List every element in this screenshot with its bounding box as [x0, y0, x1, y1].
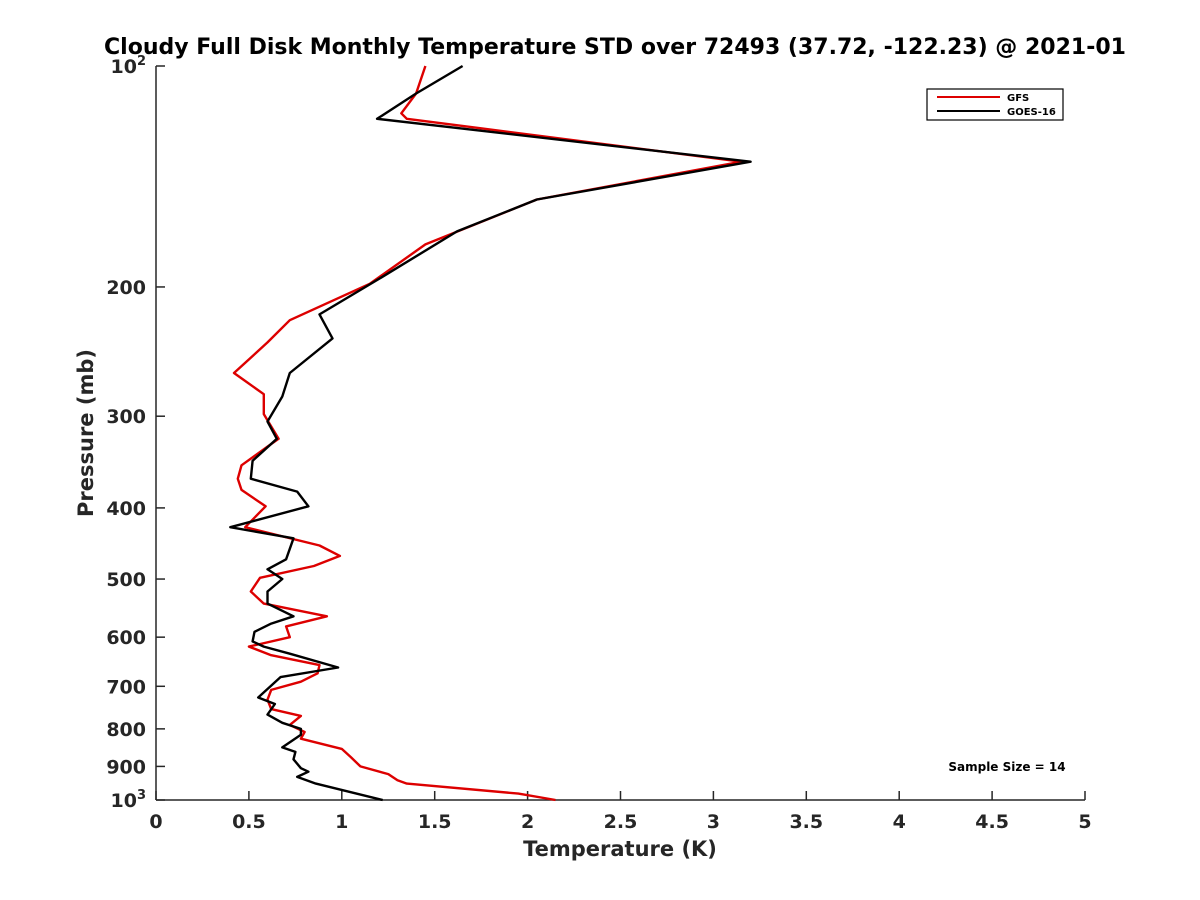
y-tick-label: 600 — [106, 627, 146, 649]
series-line-gfs — [232, 65, 743, 802]
x-tick-label: 5 — [1078, 811, 1091, 833]
x-tick-label: 3 — [707, 811, 720, 833]
legend-label-goes16: GOES-16 — [1007, 107, 1056, 118]
y-tick-label: 700 — [106, 676, 146, 698]
x-tick-label: 2 — [521, 811, 534, 833]
series-layer — [229, 64, 752, 802]
x-tick-label: 0 — [149, 811, 162, 833]
y-tick-label: 500 — [106, 569, 146, 591]
x-tick-label: 1 — [335, 811, 348, 833]
chart-title: Cloudy Full Disk Monthly Temperature STD… — [104, 35, 1126, 60]
x-tick-label: 4.5 — [975, 811, 1009, 833]
y-tick-label: 400 — [106, 498, 146, 520]
x-tick-label: 4 — [893, 811, 906, 833]
x-tick-label: 1.5 — [418, 811, 452, 833]
y-axis-label: Pressure (mb) — [74, 349, 98, 517]
x-axis-label: Temperature (K) — [523, 837, 717, 861]
y-tick-label: 102 — [111, 54, 147, 78]
x-tick-label: 2.5 — [604, 811, 638, 833]
x-tick-label: 3.5 — [789, 811, 823, 833]
legend: GFS GOES-16 — [926, 88, 1064, 121]
y-tick-label: 200 — [106, 277, 146, 299]
y-axis-ticks: 102 200 300 400 500 600 700 800 900 103 — [106, 54, 165, 812]
series-line-goes16 — [229, 64, 752, 802]
legend-box — [926, 88, 1064, 121]
sample-size-annotation: Sample Size = 14 — [948, 760, 1065, 774]
y-tick-label: 103 — [111, 788, 147, 812]
x-tick-label: 0.5 — [232, 811, 266, 833]
y-tick-label: 300 — [106, 406, 146, 428]
y-tick-label: 900 — [106, 756, 146, 778]
y-tick-label: 800 — [106, 719, 146, 741]
x-axis-ticks: 0 0.5 1 1.5 2 2.5 3 3.5 4 4.5 5 — [149, 791, 1092, 833]
legend-label-gfs: GFS — [1007, 93, 1029, 104]
